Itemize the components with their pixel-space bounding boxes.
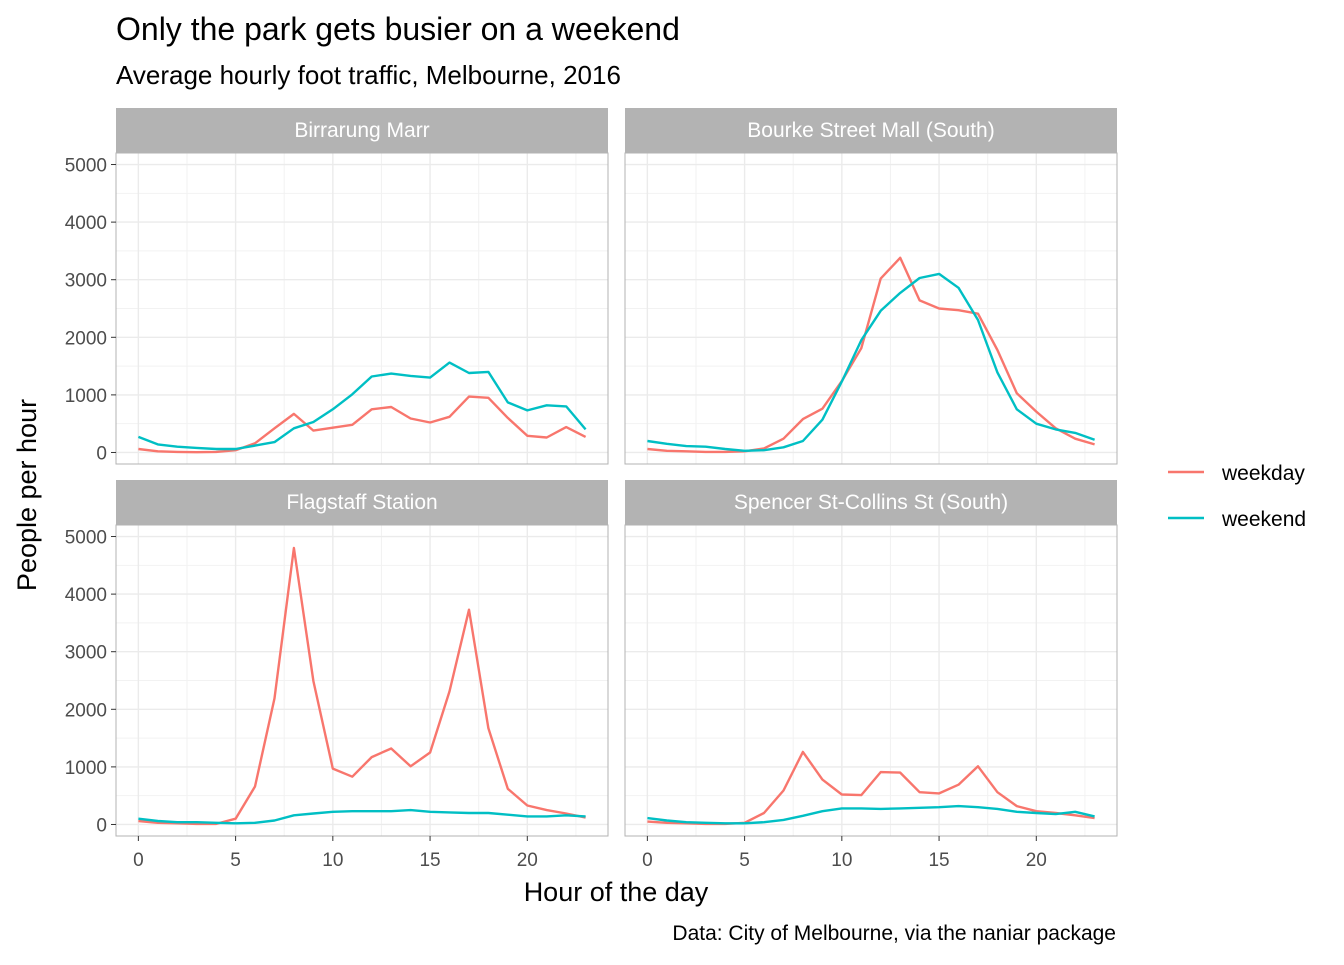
panel-birrarung-marr: Birrarung Marr 0 1000 2000 3000 4000 5000 <box>65 108 609 465</box>
y-tick-label: 1000 <box>65 758 107 779</box>
series-line-weekend-bourke-street-mall-south <box>647 272 1096 452</box>
y-tick-label: 2000 <box>65 328 107 349</box>
series-line-weekend-birrarung-marr <box>137 361 587 451</box>
y-tick-label: 4000 <box>65 213 107 234</box>
y-tick-label: 4000 <box>65 585 107 606</box>
series-line-weekend-flagstaff-station <box>138 808 586 825</box>
series-line-weekday-bourke-street-mall-south <box>647 256 1095 454</box>
x-tick-label: 20 <box>1026 850 1047 871</box>
series-line-weekday-flagstaff-station <box>138 546 586 826</box>
chart-subtitle: Average hourly foot traffic, Melbourne, … <box>116 60 621 90</box>
series-line-weekend-spencer-st-collins-st-south <box>647 804 1095 825</box>
x-tick-label: 5 <box>739 850 750 871</box>
x-tick-label: 15 <box>928 850 949 871</box>
x-tick-label: 10 <box>322 850 343 871</box>
y-tick-label: 2000 <box>65 700 107 721</box>
y-tick-label: 3000 <box>65 271 107 292</box>
strip-birrarung-marr <box>116 108 608 153</box>
panel-border <box>624 524 1118 837</box>
x-tick-label: 15 <box>419 850 440 871</box>
y-tick-label: 5000 <box>65 156 107 177</box>
panel-border <box>115 152 609 465</box>
chart-title: Only the park gets busier on a weekend <box>116 11 680 47</box>
panel-border <box>624 152 1118 465</box>
chart-caption: Data: City of Melbourne, via the naniar … <box>672 922 1116 945</box>
strip-spencer-st-collins-st-south <box>625 480 1117 525</box>
series-line-weekday-birrarung-marr <box>138 395 587 454</box>
panel-border <box>115 524 609 837</box>
strip-label-spencer-st-collins-st-south: Spencer St-Collins St (South) <box>734 491 1008 514</box>
panel-spencer-st-collins-st-south: Spencer St-Collins St (South) 0 5 10 15 20 <box>624 480 1118 871</box>
x-axis-title: Hour of the day <box>524 877 709 907</box>
strip-label-bourke-street-mall-south: Bourke Street Mall (South) <box>747 119 994 142</box>
legend-label-weekday: weekday <box>1221 462 1305 485</box>
y-tick-label: 1000 <box>65 386 107 407</box>
x-tick-label: 20 <box>517 850 538 871</box>
x-tick-label: 0 <box>642 850 653 871</box>
strip-label-flagstaff-station: Flagstaff Station <box>286 491 437 514</box>
y-tick-label: 0 <box>96 815 107 836</box>
legend: weekday weekend <box>1168 462 1306 531</box>
x-tick-label: 10 <box>831 850 852 871</box>
legend-label-weekend: weekend <box>1221 508 1306 531</box>
panel-flagstaff-station: Flagstaff Station 0 1000 2000 3000 4000 5000 0 5… <box>65 480 609 871</box>
x-tick-label: 5 <box>230 850 241 871</box>
strip-bourke-street-mall-south <box>625 108 1117 153</box>
y-tick-label: 0 <box>96 443 107 464</box>
panel-bourke-street-mall-south: Bourke Street Mall (South) <box>624 108 1118 465</box>
facet-panels: Birrarung Marr010002000300040005000Bourk… <box>65 108 1118 871</box>
x-tick-label: 0 <box>133 850 144 871</box>
strip-flagstaff-station <box>116 480 608 525</box>
y-tick-label: 3000 <box>65 643 107 664</box>
y-tick-label: 5000 <box>65 528 107 549</box>
y-axis-title: People per hour <box>12 399 42 591</box>
strip-label-birrarung-marr: Birrarung Marr <box>294 119 429 142</box>
